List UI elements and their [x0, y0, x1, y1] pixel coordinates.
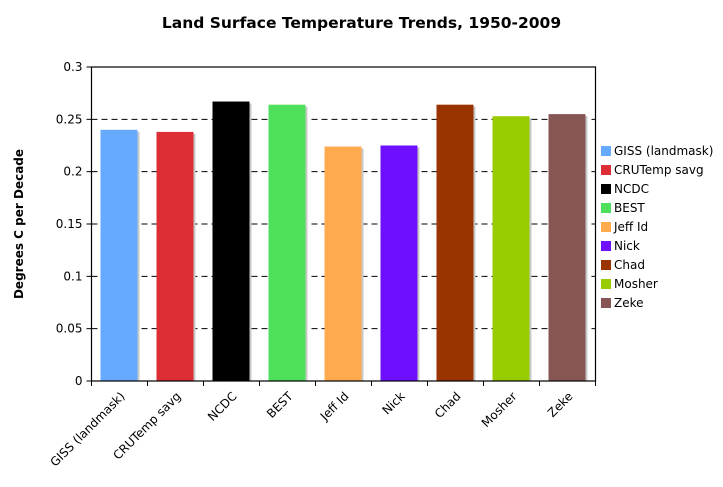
legend-swatch: [601, 221, 611, 232]
legend-swatch: [601, 164, 611, 175]
legend-swatch: [601, 202, 611, 213]
legend-swatch: [601, 145, 611, 156]
legend-swatch: [601, 183, 611, 194]
legend-item: Nick: [601, 236, 713, 255]
legend-label: Mosher: [614, 276, 658, 291]
y-tick-label: 0.1: [63, 269, 82, 283]
y-tick-label: 0: [75, 374, 83, 388]
bar-jeff-id: [324, 146, 362, 381]
legend-item: BEST: [601, 198, 713, 217]
bar-zeke: [548, 114, 586, 381]
x-tick-label: Chad: [432, 389, 464, 421]
legend-swatch: [601, 297, 611, 308]
x-tick-label: Nick: [379, 389, 407, 417]
x-tick-label: NCDC: [205, 389, 240, 424]
bar-nick: [380, 145, 418, 381]
legend-swatch: [601, 278, 611, 289]
bar-giss-landmask: [100, 129, 138, 381]
legend-item: NCDC: [601, 179, 713, 198]
legend-label: Jeff Id: [614, 219, 649, 234]
y-tick-label: 0.25: [56, 112, 83, 126]
y-tick-label: 0.2: [63, 165, 82, 179]
bar-ncdc: [212, 101, 250, 381]
legend-item: Chad: [601, 255, 713, 274]
y-tick-label: 0.05: [56, 322, 83, 336]
legend-item: Jeff Id: [601, 217, 713, 236]
y-tick-label: 0.3: [63, 60, 82, 74]
x-tick-label: Jeff Id: [317, 389, 352, 424]
y-ticks: 0 0.05 0.1 0.15 0.2 0.25 0.3: [56, 60, 92, 388]
bars: [100, 101, 588, 382]
legend-swatch: [601, 259, 611, 270]
legend-label: Nick: [614, 238, 640, 253]
legend-swatch: [601, 240, 611, 251]
legend-label: GISS (landmask): [614, 143, 714, 158]
legend-label: CRUTemp savg: [614, 162, 704, 177]
legend: GISS (landmask) CRUTemp savg NCDC BEST Jeff …: [601, 141, 713, 312]
x-ticks: GISS (landmask)CRUTemp savg NCDC BEST Jeff …: [47, 381, 596, 469]
legend-item: Mosher: [601, 274, 713, 293]
legend-label: Zeke: [614, 295, 644, 310]
legend-label: NCDC: [614, 181, 649, 196]
x-tick-label: Mosher: [479, 389, 520, 430]
bar-mosher: [492, 116, 530, 382]
chart-title: Land Surface Temperature Trends, 1950-20…: [161, 14, 562, 32]
legend-item: CRUTemp savg: [601, 160, 713, 179]
bar-chad: [436, 104, 474, 382]
legend-item: GISS (landmask): [601, 141, 713, 160]
bar-best: [268, 104, 306, 382]
legend-label: BEST: [614, 200, 645, 215]
legend-item: Zeke: [601, 293, 713, 312]
legend-label: Chad: [614, 257, 645, 272]
y-tick-label: 0.15: [56, 217, 83, 231]
x-tick-label: Zeke: [545, 389, 576, 420]
bar-crutemp-savg: [156, 131, 194, 381]
x-tick-label: BEST: [264, 389, 296, 421]
